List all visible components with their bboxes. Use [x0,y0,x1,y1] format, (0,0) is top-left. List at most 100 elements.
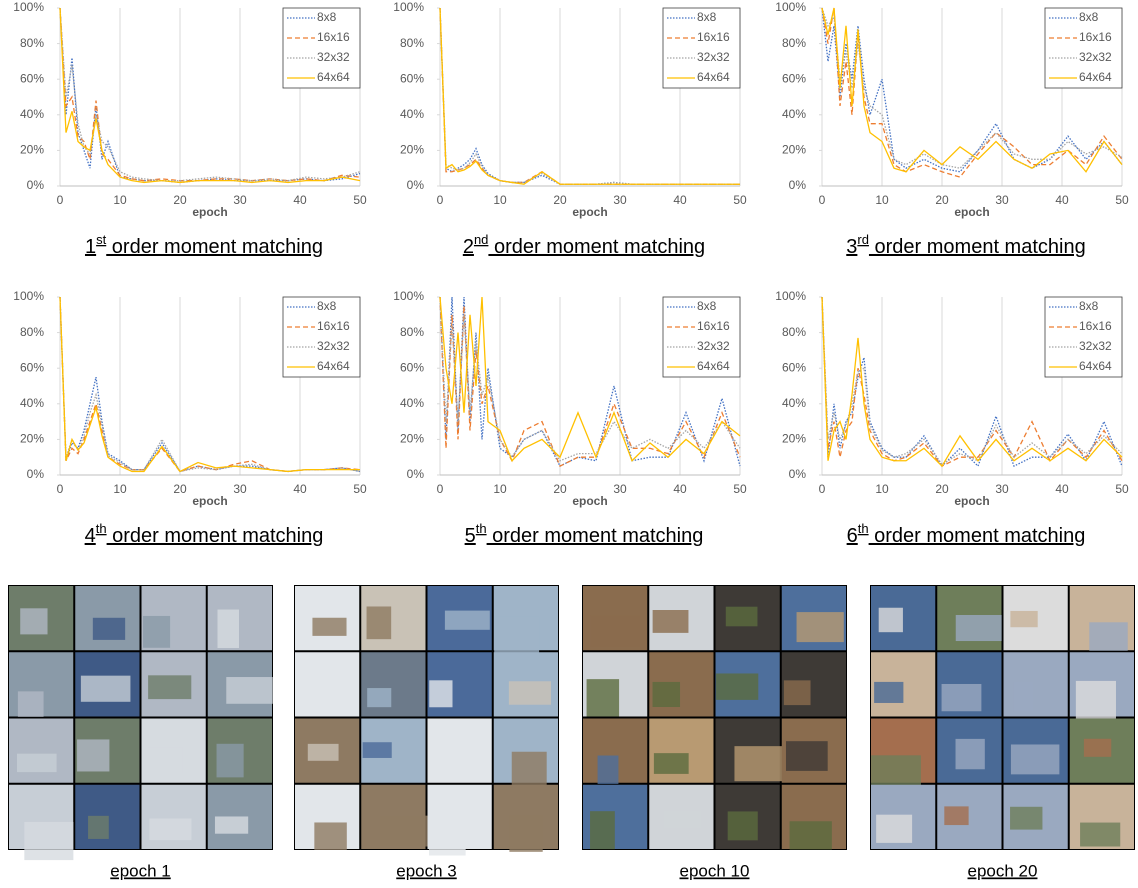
y-tick-label: 80% [400,36,424,50]
chart-title: 6th order moment matching [847,521,1086,547]
y-tick-label: 40% [782,396,806,410]
series-line [439,296,741,462]
sample-image-detail [586,679,620,717]
sample-image-detail [226,677,273,704]
x-tick-label: 40 [293,482,307,496]
sample-image-detail [494,616,540,653]
sample-image-detail [92,617,126,640]
sample-caption: epoch 10 [680,861,750,880]
title-text: order moment matching [107,525,324,547]
legend-label: 16x16 [1079,30,1112,44]
series-line [821,296,1123,467]
x-tick-label: 40 [293,193,307,207]
legend-label: 8x8 [697,299,717,313]
y-tick-label: 60% [400,71,424,85]
sample-image-detail [1083,738,1112,757]
x-tick-label: 40 [1055,482,1069,496]
y-tick-label: 80% [782,325,806,339]
y-tick-label: 100% [13,0,44,14]
y-tick-label: 40% [782,107,806,121]
y-tick-label: 20% [20,143,44,157]
legend-label: 16x16 [697,319,730,333]
sample-image-detail [88,815,109,839]
sample-image-detail [17,753,57,773]
legend-label: 64x64 [317,359,350,373]
sample-image-detail [20,608,48,635]
y-tick-label: 100% [775,289,806,303]
sample-image-detail [307,743,339,761]
y-tick-label: 100% [393,0,424,14]
sample-image-detail [590,811,615,850]
x-axis-label: epoch [572,205,607,219]
y-tick-label: 20% [400,143,424,157]
sample-image-detail [725,606,758,627]
y-tick-label: 0% [407,178,425,192]
title-number: 6 [847,525,858,547]
x-tick-label: 30 [233,482,247,496]
title-superscript: th [476,521,487,536]
sample-image-detail [874,681,904,703]
sample-caption: epoch 3 [396,861,457,880]
sample-image-detail [1013,681,1034,712]
x-tick-label: 10 [493,482,507,496]
sample-image-detail [80,675,131,702]
legend-label: 8x8 [697,10,717,24]
sample-image [1003,652,1068,717]
y-tick-label: 0% [27,467,45,481]
x-tick-label: 0 [437,482,444,496]
y-tick-label: 20% [782,432,806,446]
x-tick-label: 30 [613,193,627,207]
x-tick-label: 40 [673,193,687,207]
series-line [59,296,361,473]
title-superscript: st [96,232,107,247]
series-line [821,7,1123,173]
sample-image-detail [17,691,44,717]
x-tick-label: 0 [57,193,64,207]
chart-title: 3rd order moment matching [846,232,1085,258]
sample-image-detail [149,818,192,841]
title-superscript: th [858,521,869,536]
sample-image-detail [366,606,392,640]
title-superscript: nd [474,232,488,247]
x-tick-label: 50 [733,193,747,207]
sample-image-detail [941,683,982,712]
sample-caption: epoch 20 [968,861,1038,880]
series-line [821,7,1123,178]
sample-image-detail [955,738,985,770]
x-tick-label: 50 [1115,193,1129,207]
x-tick-label: 0 [437,193,444,207]
x-tick-label: 50 [733,482,747,496]
x-tick-label: 50 [353,193,367,207]
title-number: 4 [85,525,96,547]
y-tick-label: 0% [407,467,425,481]
x-tick-label: 50 [353,482,367,496]
legend-label: 32x32 [317,339,350,353]
y-tick-label: 20% [782,143,806,157]
sample-image-detail [1075,680,1116,720]
legend-label: 64x64 [697,70,730,84]
legend-label: 16x16 [1079,319,1112,333]
legend-label: 32x32 [1079,50,1112,64]
sample-image-detail [24,821,74,861]
x-axis-label: epoch [192,205,227,219]
legend-label: 16x16 [317,30,350,44]
series-line [821,7,1123,169]
y-tick-label: 40% [400,396,424,410]
sample-image-detail [216,743,244,778]
y-tick-label: 40% [20,396,44,410]
y-tick-label: 20% [20,432,44,446]
y-tick-label: 100% [393,289,424,303]
legend-label: 8x8 [317,299,337,313]
series-line [821,296,1123,468]
sample-image [207,586,272,651]
title-text: order moment matching [869,525,1086,547]
sample-image-detail [1010,806,1043,830]
sample-image-detail [379,815,430,847]
legend-label: 32x32 [1079,339,1112,353]
x-tick-label: 10 [113,193,127,207]
legend-label: 64x64 [1079,70,1112,84]
y-tick-label: 60% [782,360,806,374]
sample-image-detail [429,824,466,856]
x-tick-label: 10 [113,482,127,496]
